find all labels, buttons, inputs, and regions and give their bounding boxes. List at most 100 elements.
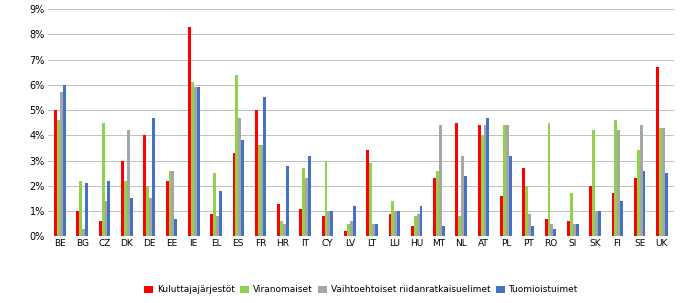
Bar — [397, 211, 400, 236]
Bar — [305, 178, 308, 236]
Bar — [436, 171, 439, 236]
Bar — [461, 155, 464, 236]
Bar — [280, 221, 283, 236]
Bar — [277, 204, 280, 236]
Bar — [595, 211, 598, 236]
Bar — [264, 98, 266, 236]
Bar — [366, 151, 369, 236]
Bar — [486, 118, 490, 236]
Bar — [442, 226, 445, 236]
Bar — [550, 224, 554, 236]
Bar — [168, 171, 172, 236]
Bar — [456, 123, 458, 236]
Bar — [241, 140, 244, 236]
Bar — [503, 125, 506, 236]
Bar — [573, 224, 575, 236]
Bar — [308, 155, 311, 236]
Bar — [236, 75, 238, 236]
Bar — [392, 201, 394, 236]
Bar — [146, 186, 149, 236]
Bar — [575, 224, 579, 236]
Bar — [127, 130, 129, 236]
Bar — [57, 120, 60, 236]
Bar — [325, 161, 328, 236]
Bar — [389, 214, 392, 236]
Bar — [124, 181, 127, 236]
Bar — [522, 168, 525, 236]
Bar — [618, 130, 620, 236]
Bar — [634, 178, 637, 236]
Bar — [567, 221, 570, 236]
Bar — [99, 221, 101, 236]
Bar — [286, 166, 289, 236]
Bar — [353, 206, 355, 236]
Bar — [545, 219, 548, 236]
Bar — [419, 206, 422, 236]
Bar — [369, 163, 372, 236]
Bar — [414, 216, 417, 236]
Bar — [197, 87, 200, 236]
Bar — [411, 226, 414, 236]
Bar — [375, 224, 378, 236]
Bar — [238, 118, 241, 236]
Bar — [101, 123, 104, 236]
Bar — [188, 27, 191, 236]
Bar — [330, 211, 333, 236]
Bar — [531, 226, 534, 236]
Bar — [76, 211, 79, 236]
Bar — [637, 151, 639, 236]
Bar — [656, 67, 659, 236]
Bar — [63, 85, 66, 236]
Bar — [598, 211, 601, 236]
Bar — [302, 168, 305, 236]
Bar — [620, 201, 623, 236]
Bar — [54, 110, 57, 236]
Bar — [350, 221, 353, 236]
Bar — [478, 125, 481, 236]
Bar — [85, 183, 88, 236]
Bar — [439, 125, 442, 236]
Bar — [79, 181, 82, 236]
Bar — [394, 211, 397, 236]
Bar — [213, 173, 216, 236]
Bar — [255, 110, 257, 236]
Bar — [257, 145, 261, 236]
Bar — [506, 125, 509, 236]
Bar — [417, 214, 419, 236]
Bar — [174, 219, 177, 236]
Bar — [525, 186, 528, 236]
Bar — [464, 176, 467, 236]
Bar — [372, 224, 375, 236]
Bar — [104, 201, 108, 236]
Bar — [344, 231, 347, 236]
Legend: Kuluttajajärjestöt, Viranomaiset, Vaihtoehtoiset riidanratkaisuelimet, Tuomioist: Kuluttajajärjestöt, Viranomaiset, Vaihto… — [140, 282, 582, 298]
Bar — [121, 161, 124, 236]
Bar — [592, 130, 595, 236]
Bar — [210, 214, 213, 236]
Bar — [665, 173, 668, 236]
Bar — [216, 216, 219, 236]
Bar — [149, 198, 152, 236]
Bar — [612, 193, 614, 236]
Bar — [152, 118, 155, 236]
Bar — [82, 229, 85, 236]
Bar — [548, 123, 550, 236]
Bar — [165, 181, 168, 236]
Bar — [433, 178, 436, 236]
Bar — [481, 135, 484, 236]
Bar — [191, 82, 193, 236]
Bar — [60, 92, 63, 236]
Bar — [300, 208, 302, 236]
Bar — [570, 193, 573, 236]
Bar — [321, 216, 325, 236]
Bar — [484, 125, 486, 236]
Bar — [643, 171, 646, 236]
Bar — [528, 214, 531, 236]
Bar — [261, 145, 264, 236]
Bar — [639, 125, 643, 236]
Bar — [554, 229, 556, 236]
Bar — [458, 216, 461, 236]
Bar — [193, 87, 197, 236]
Bar — [659, 128, 662, 236]
Bar — [509, 155, 511, 236]
